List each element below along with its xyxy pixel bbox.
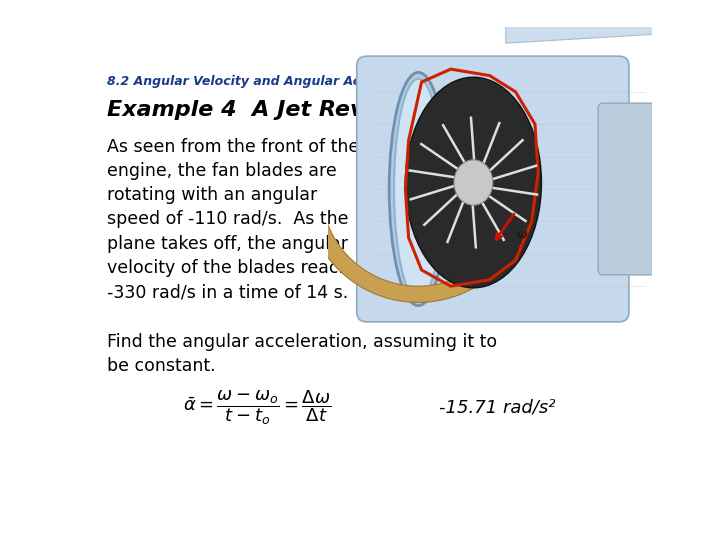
Text: -15.71 rad/s²: -15.71 rad/s²: [439, 399, 556, 417]
Wedge shape: [309, 214, 491, 302]
FancyBboxPatch shape: [357, 56, 629, 322]
Text: Find the angular acceleration, assuming it to
be constant.: Find the angular acceleration, assuming …: [107, 333, 497, 375]
Text: $\omega$: $\omega$: [516, 227, 528, 241]
Text: Example 4  A Jet Revving Its Engines: Example 4 A Jet Revving Its Engines: [107, 100, 564, 120]
Ellipse shape: [454, 160, 492, 205]
Ellipse shape: [389, 72, 448, 306]
Wedge shape: [680, 131, 716, 247]
Polygon shape: [505, 0, 701, 43]
Text: As seen from the front of the
engine, the fan blades are
rotating with an angula: As seen from the front of the engine, th…: [107, 138, 369, 301]
Ellipse shape: [394, 79, 443, 299]
Text: $\bar{\alpha} = \dfrac{\omega - \omega_o}{t - t_o} = \dfrac{\Delta\omega}{\Delta: $\bar{\alpha} = \dfrac{\omega - \omega_o…: [184, 388, 331, 427]
Ellipse shape: [405, 77, 541, 288]
FancyBboxPatch shape: [598, 103, 657, 275]
Text: 8.2 Angular Velocity and Angular Acceleration: 8.2 Angular Velocity and Angular Acceler…: [107, 75, 431, 88]
